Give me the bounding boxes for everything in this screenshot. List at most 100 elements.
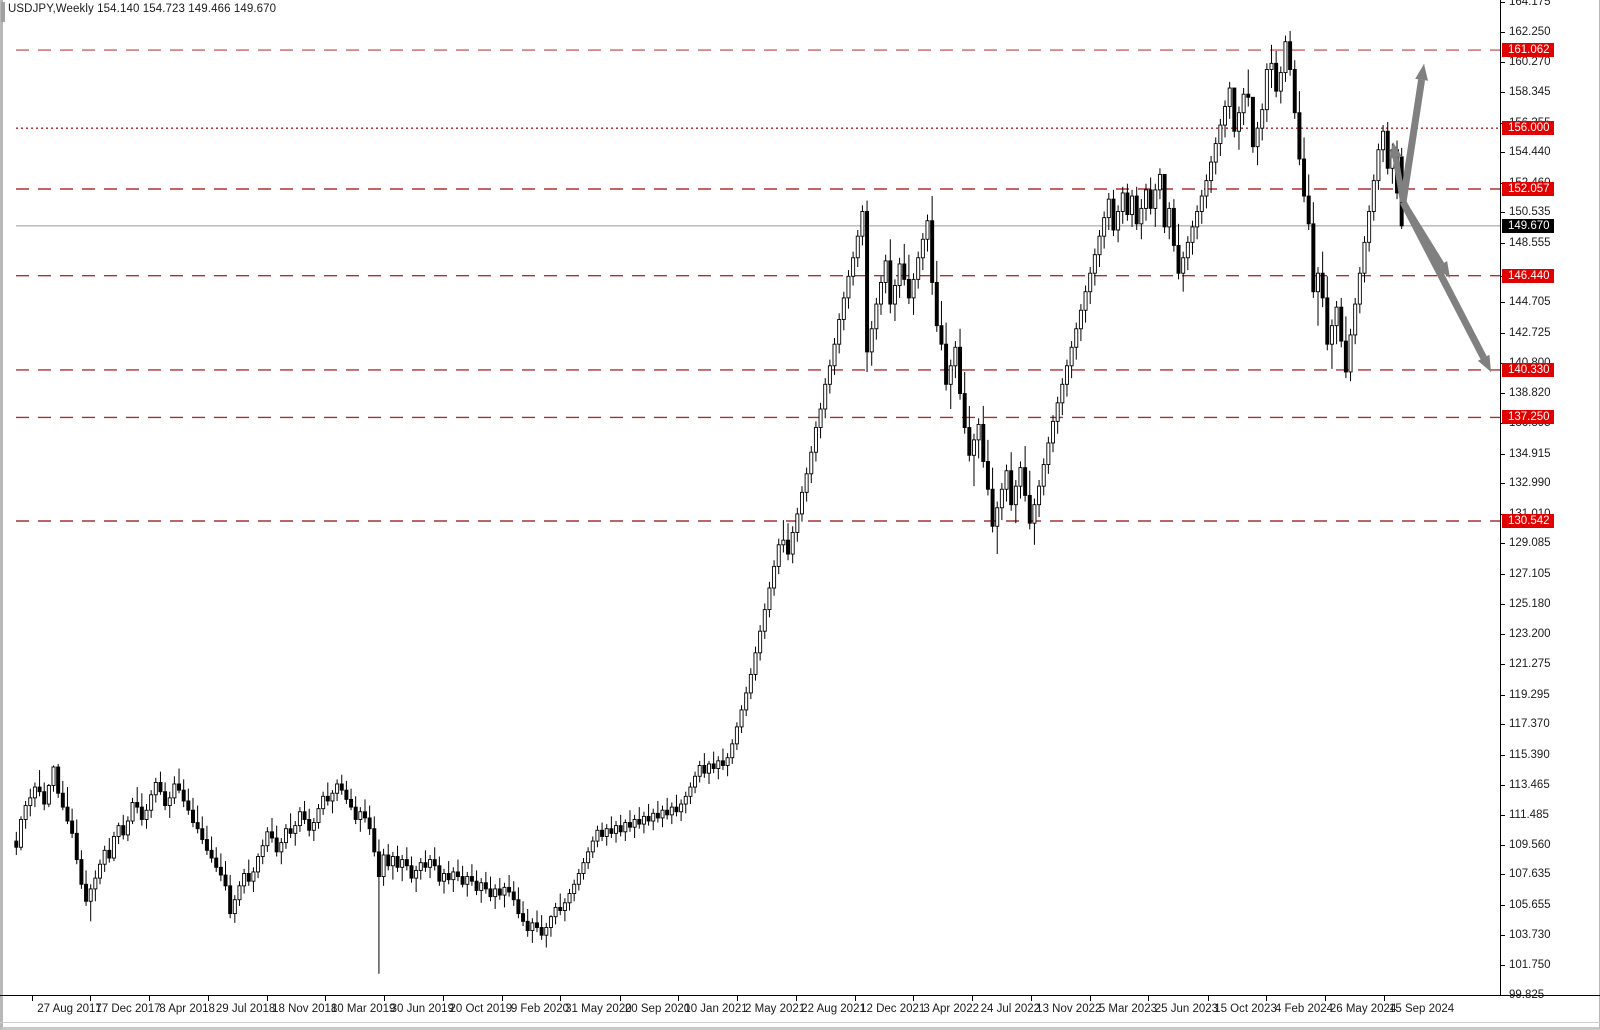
price-tick	[1501, 754, 1505, 756]
price-tick	[1501, 152, 1505, 154]
price-level-badge[interactable]: 152.057	[1502, 181, 1554, 196]
date-tick-label: 20 Sep 2020	[624, 1003, 691, 1015]
date-tick-label: 20 Oct 2019	[449, 1003, 513, 1015]
price-tick-label: 162.250	[1509, 25, 1551, 38]
forecast-annotations	[1389, 63, 1492, 373]
price-tick-label: 115.390	[1509, 748, 1550, 761]
date-tick	[501, 996, 503, 1001]
date-tick-label: 17 Dec 2017	[95, 1003, 161, 1015]
forecast-arrow-shaft	[1399, 200, 1487, 360]
price-level-badge[interactable]: 161.062	[1502, 43, 1554, 58]
price-level-badge[interactable]: 146.440	[1502, 268, 1554, 283]
date-tick-label: 27 Aug 2017	[37, 1003, 102, 1015]
date-tick	[149, 996, 151, 1001]
date-tick-label: 5 Mar 2023	[1098, 1003, 1157, 1015]
date-tick	[854, 996, 856, 1001]
forecast-arrow-shaft	[1392, 157, 1406, 203]
price-tick	[1501, 934, 1505, 936]
price-tick-label: 113.465	[1509, 778, 1550, 791]
price-axis[interactable]: 164.175162.250160.270158.345156.355154.4…	[1500, 0, 1600, 1001]
price-tick-label: 142.725	[1509, 327, 1551, 339]
price-tick-label: 125.180	[1509, 597, 1551, 610]
price-tick	[1501, 212, 1505, 214]
price-tick-label: 134.915	[1509, 447, 1551, 460]
price-tick	[1501, 483, 1505, 485]
price-tick	[1501, 2, 1505, 3]
price-level-badge[interactable]: 137.250	[1502, 410, 1554, 425]
price-tick-label: 150.535	[1509, 206, 1551, 219]
date-axis[interactable]: 27 Aug 2017 17 Dec 2017 8 Apr 2018 29 Jul 2…	[0, 995, 1600, 1030]
date-tick-label: 18 Nov 2018	[272, 1003, 338, 1015]
price-tick	[1501, 243, 1505, 245]
date-tick-label: 12 Dec 2021	[860, 1003, 926, 1015]
forecast-arrow-head	[1436, 260, 1450, 278]
price-level-badge[interactable]: 130.542	[1502, 513, 1554, 528]
date-tick-label: 3 Apr 2022	[923, 1003, 979, 1015]
candlestick-series	[14, 30, 1404, 974]
scroll-handle[interactable]	[1, 2, 5, 22]
price-tick	[1501, 844, 1505, 846]
forecast-arrow-head	[1415, 64, 1429, 81]
date-tick	[795, 996, 797, 1001]
price-tick	[1501, 302, 1505, 304]
date-tick	[1383, 996, 1385, 1001]
candlestick-svg	[14, 30, 1500, 974]
chart-plot-area[interactable]	[6, 2, 1500, 995]
date-tick	[972, 996, 974, 1001]
date-tick-label: 10 Jan 2021	[684, 1003, 748, 1015]
date-tick-label: 15 Sep 2024	[1388, 1003, 1455, 1015]
date-tick	[1265, 996, 1267, 1001]
price-tick	[1501, 965, 1505, 967]
date-tick-label: 4 Feb 2024	[1274, 1003, 1334, 1015]
price-tick	[1501, 393, 1505, 395]
price-tick-label: 109.560	[1509, 838, 1551, 851]
price-tick-label: 154.440	[1509, 146, 1551, 159]
date-tick	[31, 996, 33, 1001]
date-tick	[207, 996, 209, 1001]
price-tick	[1501, 634, 1505, 636]
date-tick	[266, 996, 268, 1001]
date-tick-label: 31 May 2020	[565, 1003, 632, 1015]
axis-bottom-rule	[0, 1022, 1600, 1023]
price-tick-label: 127.105	[1509, 568, 1551, 581]
date-tick	[1148, 996, 1150, 1001]
date-tick	[325, 996, 327, 1001]
date-tick-label: 8 Apr 2018	[159, 1003, 215, 1015]
price-tick	[1501, 664, 1505, 665]
price-tick-label: 158.345	[1509, 85, 1551, 98]
price-tick	[1501, 543, 1505, 545]
price-tick-label: 144.705	[1509, 296, 1551, 309]
price-tick-label: 103.730	[1509, 928, 1551, 941]
date-tick-label: 2 May 2021	[745, 1003, 806, 1015]
forecast-arrow-head	[1389, 142, 1403, 159]
price-tick-label: 101.750	[1509, 959, 1551, 972]
date-tick-label: 24 Jul 2022	[980, 1003, 1041, 1015]
price-tick	[1501, 905, 1505, 907]
price-tick-label: 119.295	[1509, 688, 1550, 701]
price-tick	[1501, 874, 1505, 876]
date-tick	[737, 996, 739, 1001]
current-price-badge[interactable]: 149.670	[1502, 218, 1554, 233]
price-tick-label: 129.085	[1509, 537, 1551, 550]
price-tick-label: 132.990	[1509, 477, 1551, 490]
price-tick	[1501, 453, 1505, 455]
date-tick-label: 15 Oct 2023	[1214, 1003, 1277, 1015]
price-tick	[1501, 603, 1505, 605]
price-level-badge[interactable]: 156.000	[1502, 121, 1554, 136]
forecast-arrow-head	[1477, 354, 1491, 372]
date-tick-label: 22 Aug 2021	[801, 1003, 866, 1015]
price-tick	[1501, 333, 1505, 334]
date-tick	[913, 996, 915, 1001]
date-tick-label: 10 Mar 2019	[330, 1003, 396, 1015]
date-tick-label: 26 May 2024	[1329, 1003, 1397, 1015]
price-tick	[1501, 694, 1505, 696]
forecast-arrow-shaft	[1399, 79, 1426, 203]
chart-title-ohlc: USDJPY,Weekly 154.140 154.723 149.466 14…	[8, 3, 277, 15]
price-tick-label: 148.555	[1509, 237, 1551, 250]
date-tick	[442, 996, 444, 1001]
price-tick	[1501, 62, 1505, 64]
price-level-badge[interactable]: 140.330	[1502, 362, 1554, 377]
price-tick	[1501, 574, 1505, 576]
price-tick-label: 123.200	[1509, 628, 1551, 641]
